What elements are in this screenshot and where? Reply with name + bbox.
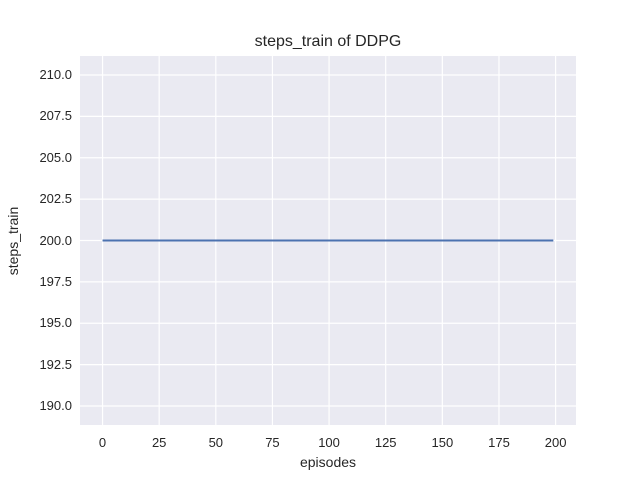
y-tick-label: 200.0	[39, 232, 72, 248]
x-tick-label: 50	[208, 435, 224, 450]
x-axis-label: episodes	[299, 454, 357, 470]
y-tick-label: 197.5	[39, 273, 72, 289]
chart-title: steps_train of DDPG	[254, 33, 402, 50]
y-axis-label: steps_train	[5, 206, 21, 276]
x-tick-label: 200	[544, 435, 567, 450]
y-tick-label: 210.0	[39, 67, 72, 83]
y-tick-label: 192.5	[39, 356, 72, 372]
y-tick-label: 202.5	[39, 191, 72, 207]
y-tick-label: 207.5	[39, 108, 72, 124]
plot-area	[80, 56, 576, 425]
x-tick-label: 25	[151, 435, 167, 450]
x-tick-label: 0	[98, 435, 107, 450]
x-tick-label: 100	[318, 435, 340, 450]
x-tick-label: 125	[374, 435, 397, 450]
y-tick-label: 190.0	[39, 397, 72, 413]
line-plot-canvas	[80, 56, 576, 425]
x-tick-label: 75	[265, 435, 280, 450]
x-tick-label: 150	[431, 435, 454, 450]
y-tick-label: 205.0	[39, 149, 72, 165]
y-tick-label: 195.0	[39, 315, 72, 331]
x-tick-label: 175	[488, 435, 510, 450]
